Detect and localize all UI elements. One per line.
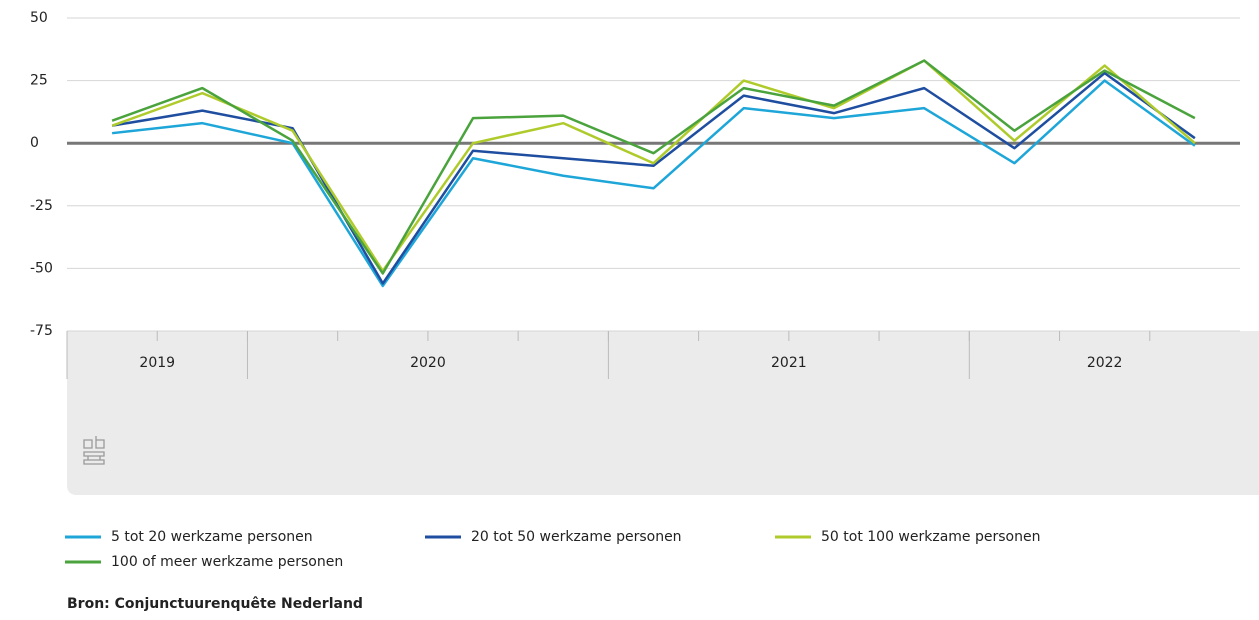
- y-tick-label: -50: [30, 260, 53, 276]
- series-line: [111, 59, 1196, 275]
- source: Bron: Conjunctuurenquête Nederland: [67, 596, 363, 612]
- legend-label: 50 tot 100 werkzame personen: [821, 529, 1040, 545]
- series-line: [111, 59, 1196, 273]
- y-tick-label: -75: [30, 323, 53, 339]
- legend-label: 20 tot 50 werkzame personen: [471, 529, 682, 545]
- legend-label: 5 tot 20 werkzame personen: [111, 529, 313, 545]
- axis-panel: [67, 331, 1259, 495]
- x-group-label: 2022: [1087, 355, 1123, 371]
- y-tick-label: 0: [30, 135, 39, 151]
- x-group-label: 2019: [139, 355, 175, 371]
- y-tick-label: -25: [30, 198, 53, 214]
- series-line: [111, 71, 1196, 285]
- x-group-label: 2020: [410, 355, 446, 371]
- y-tick-label: 25: [30, 73, 48, 89]
- legend-label: 100 of meer werkzame personen: [111, 554, 343, 570]
- cbs-logo: [83, 436, 105, 465]
- x-group-label: 2021: [771, 355, 807, 371]
- y-tick-label: 50: [30, 10, 48, 26]
- series-line: [111, 79, 1196, 288]
